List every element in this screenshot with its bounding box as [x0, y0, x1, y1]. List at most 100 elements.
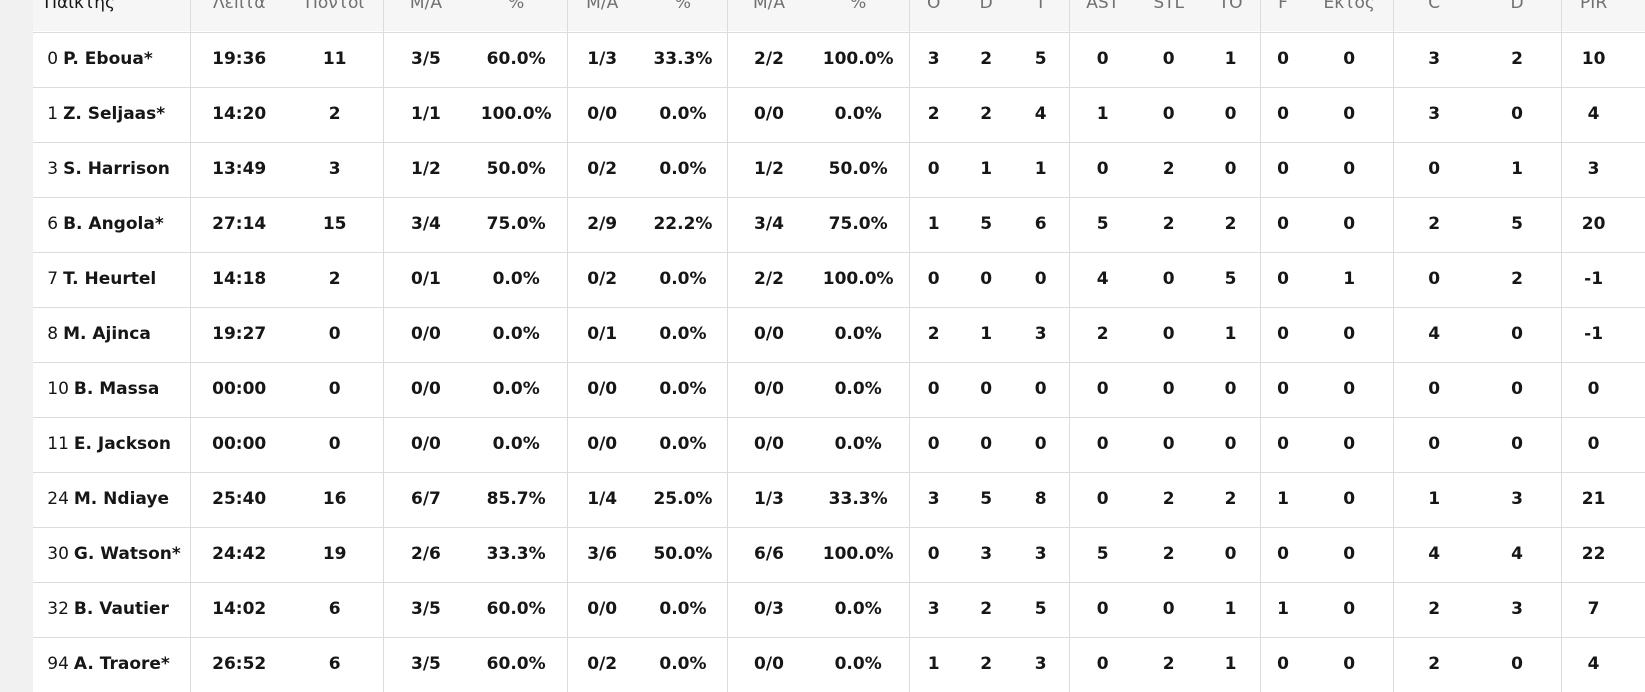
stat-cell: 0	[1587, 379, 1600, 399]
column-divider	[189, 0, 191, 692]
stat-cell: 0	[1343, 379, 1356, 399]
player-number: 3	[47, 159, 59, 179]
stat-cell: 6/6	[754, 544, 784, 564]
player-number: 30	[47, 544, 69, 564]
stat-cell: 0	[927, 434, 940, 454]
stat-cell: 0	[1277, 434, 1289, 454]
player-name: A. Traore*	[73, 654, 170, 674]
stat-cell: 0/2	[587, 159, 618, 179]
stat-cell: 19:27	[212, 324, 267, 344]
stat-cell: 0.0%	[834, 379, 882, 399]
player-cell: 7 T. Heurtel	[47, 269, 156, 289]
stat-cell: 1	[1277, 489, 1289, 509]
header-cell: D	[979, 0, 993, 13]
row-divider	[33, 196, 1645, 198]
player-name: P. Eboua*	[63, 49, 153, 69]
stat-cell: -1	[1584, 324, 1604, 344]
player-cell: 32 B. Vautier	[47, 599, 169, 619]
stat-cell: -1	[1584, 269, 1604, 289]
stat-cell: 0.0%	[659, 104, 707, 124]
stat-cell: 2/6	[411, 544, 441, 564]
player-cell: 1 Z. Seljaas*	[47, 104, 165, 124]
player-cell: 0 P. Eboua*	[47, 49, 152, 69]
column-divider	[1393, 0, 1395, 692]
player-name: G. Watson*	[73, 544, 181, 564]
stat-cell: 2	[1096, 324, 1109, 344]
stat-cell: 1	[1034, 159, 1047, 179]
stat-cell: 0	[927, 159, 940, 179]
stat-cell: 0	[328, 324, 341, 344]
stat-cell: 25.0%	[653, 489, 713, 509]
stat-cell: 1	[980, 159, 993, 179]
stat-cell: 3/5	[411, 49, 441, 69]
header-cell: AST	[1086, 0, 1120, 13]
stat-cell: 0	[328, 434, 341, 454]
stat-cell: 50.0%	[486, 159, 546, 179]
stat-cell: 0	[980, 269, 993, 289]
stat-cell: 3	[1034, 324, 1047, 344]
stat-cell: 14:20	[212, 104, 267, 124]
player-number: 8	[47, 324, 59, 344]
stat-cell: 5	[980, 214, 993, 234]
stat-cell: 3/4	[754, 214, 784, 234]
row-divider	[33, 526, 1645, 528]
header-cell: PIR	[1580, 0, 1608, 13]
stat-cell: 5	[1224, 269, 1237, 289]
stat-cell: 0	[1511, 654, 1523, 674]
player-number: 10	[47, 379, 69, 399]
stat-cell: 2	[328, 269, 341, 289]
player-cell: 30 G. Watson*	[47, 544, 181, 564]
stat-cell: 0	[1428, 434, 1441, 454]
stat-cell: 0	[1428, 379, 1441, 399]
stat-cell: 75.0%	[828, 214, 888, 234]
header-row	[33, 0, 1645, 31]
stat-cell: 0/1	[411, 269, 441, 289]
player-number: 94	[47, 654, 69, 674]
column-divider	[1259, 0, 1261, 692]
stat-cell: 2	[980, 104, 993, 124]
stat-cell: 0	[927, 544, 940, 564]
stat-cell: 0	[1096, 599, 1109, 619]
stat-cell: 0	[1277, 269, 1289, 289]
stat-cell: 14:18	[212, 269, 267, 289]
stat-cell: 1	[927, 654, 940, 674]
row-divider	[33, 471, 1645, 473]
header-cell: TO	[1218, 0, 1243, 13]
stat-cell: 3	[328, 159, 341, 179]
stat-cell: 60.0%	[486, 49, 546, 69]
stat-cell: 3	[927, 599, 940, 619]
stat-cell: 5	[1034, 49, 1047, 69]
stat-cell: 19:36	[212, 49, 267, 69]
stat-cell: 0	[1277, 214, 1289, 234]
stat-cell: 2	[927, 104, 940, 124]
stat-cell: 0	[1162, 324, 1175, 344]
stat-cell: 0.0%	[659, 379, 707, 399]
stat-cell: 22.2%	[653, 214, 713, 234]
stat-cell: 1	[1096, 104, 1109, 124]
stat-cell: 0.0%	[659, 324, 707, 344]
stat-cell: 0/0	[411, 324, 441, 344]
stat-cell: 4	[1034, 104, 1047, 124]
header-cell: Πόντοι	[305, 0, 365, 13]
stat-cell: 0	[1096, 434, 1109, 454]
stat-cell: 0/0	[587, 434, 618, 454]
stat-cell: 0	[1277, 159, 1289, 179]
column-divider	[908, 0, 910, 692]
stat-cell: 0	[1343, 599, 1356, 619]
stat-cell: 2	[1428, 654, 1441, 674]
stat-cell: 3	[1428, 49, 1441, 69]
stat-cell: 0	[980, 434, 993, 454]
column-divider	[1561, 0, 1563, 692]
stat-cell: 4	[1428, 544, 1441, 564]
player-cell: 10 B. Massa	[47, 379, 159, 399]
stat-cell: 60.0%	[486, 654, 546, 674]
stat-cell: 0	[1343, 214, 1356, 234]
stat-cell: 1/2	[754, 159, 784, 179]
stat-cell: 22	[1581, 544, 1606, 564]
stat-cell: 0/0	[754, 434, 784, 454]
stat-cell: 3	[1511, 599, 1523, 619]
stat-cell: 11	[322, 49, 347, 69]
stat-cell: 3/5	[411, 654, 441, 674]
stat-cell: 1	[980, 324, 993, 344]
stat-cell: 0/3	[754, 599, 784, 619]
